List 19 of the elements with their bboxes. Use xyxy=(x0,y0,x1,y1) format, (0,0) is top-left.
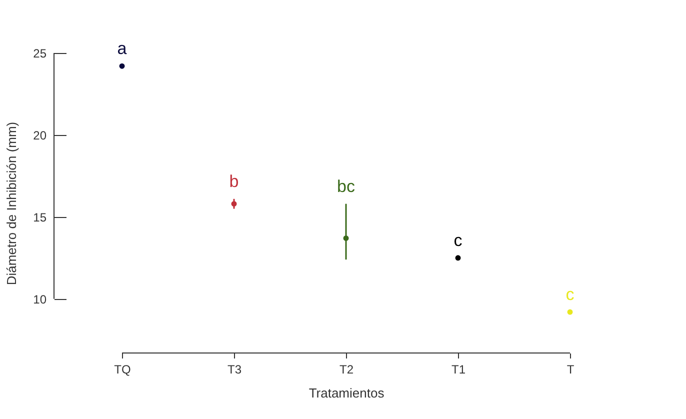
y-tick-label: 25 xyxy=(33,46,47,60)
annotation: c xyxy=(454,230,463,250)
y-axis-title: Diámetro de Inhibición (mm) xyxy=(4,122,20,286)
y-tick-label: 15 xyxy=(33,210,47,224)
y-tick-label: 20 xyxy=(33,128,47,142)
x-tick-label: TQ xyxy=(114,362,131,376)
annotation: a xyxy=(117,39,128,58)
point xyxy=(119,63,125,69)
x-axis-title: Tratamientos xyxy=(308,386,385,400)
x-tick-label: T2 xyxy=(339,362,354,376)
point xyxy=(567,309,573,315)
annotation: b xyxy=(229,172,239,191)
x-tick-label: T xyxy=(566,362,575,376)
annotation: c xyxy=(566,285,575,304)
point xyxy=(455,255,461,261)
y-tick-label: 10 xyxy=(33,292,47,306)
x-tick-label: T3 xyxy=(227,362,242,376)
annotation: bc xyxy=(337,176,356,196)
x-tick-label: T1 xyxy=(451,362,466,376)
